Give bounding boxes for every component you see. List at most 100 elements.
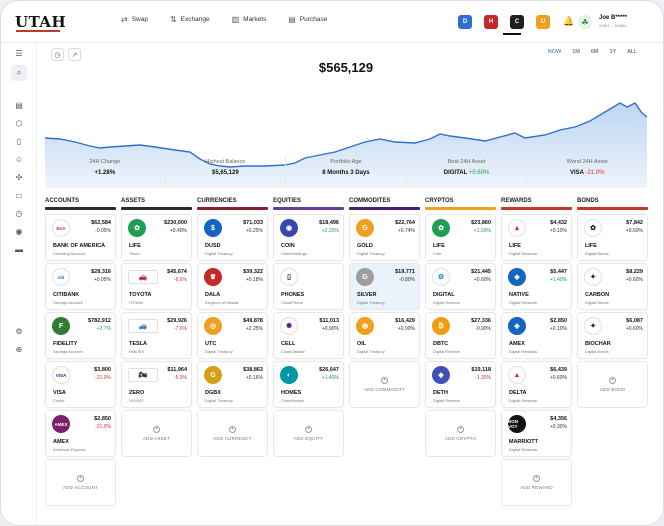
add-equities-button[interactable]: + ADD EQUITY [273, 410, 344, 457]
globe-icon[interactable]: ⊕ [15, 344, 23, 354]
holding-card[interactable]: BoA $62,584 -0.05% BANK OF AMERICA Checking … [45, 214, 116, 261]
holding-card[interactable]: ▲ $4,432 +0.10% LIFE Digital Rewards [501, 214, 572, 261]
holding-card[interactable]: G $22,764 +0.74% GOLD Digital Treasury [349, 214, 420, 261]
network-icon[interactable]: ✣ [15, 172, 23, 182]
balance-chart-line [45, 102, 647, 168]
holding-card[interactable]: AMEX $2,850 -21.0% AMEX American Express [45, 410, 116, 457]
user-avatar[interactable]: ☘ [578, 15, 592, 29]
holding-card[interactable]: 🚙 $29,926 -7.6% TESLA PAB7ES [121, 312, 192, 359]
holding-card[interactable]: 🏍 $11,964 -5.0% ZERO SUV007 [121, 361, 192, 408]
account-switch-c[interactable]: C [510, 15, 524, 29]
user-name[interactable]: Joe B***** [599, 15, 628, 21]
nav-swap[interactable]: ⇄ Swap [121, 15, 148, 24]
nav-purchase[interactable]: ▤ Purchase [288, 15, 327, 24]
range-all[interactable]: ALL [627, 49, 637, 55]
app-logo[interactable]: UTAH [15, 13, 67, 31]
document-icon[interactable]: ▤ [15, 100, 23, 110]
holding-card[interactable]: ◈ $2,850 +0.10% AMEX Digital Rewards [501, 312, 572, 359]
add-currencies-button[interactable]: + ADD CURRENCY [197, 410, 268, 457]
holding-subtitle: Digital Treasury [357, 251, 385, 256]
holding-card[interactable]: ◆ $19,118 -1.30% DETH Digital Reserve [425, 361, 496, 408]
holding-card[interactable]: ✿ $7,842 +0.60% LIFE Digital Bonds [577, 214, 648, 261]
holding-name: TOYOTA [129, 292, 152, 298]
holding-card[interactable]: citi $28,316 +0.05% CITIBANK Savings Account [45, 263, 116, 310]
holding-change: -5.0% [173, 375, 187, 381]
add-rewards-button[interactable]: + ADD REWARD [501, 459, 572, 506]
card-icon[interactable]: ▬ [15, 244, 23, 254]
holding-card[interactable]: G $19,771 -0.80% SILVER Digital Treasury [349, 263, 420, 310]
account-switch-h[interactable]: H [484, 15, 498, 29]
utc-coin-logo: ◎ [204, 317, 222, 335]
holding-change: +0.60% [625, 326, 643, 332]
holding-change: +0.60% [625, 277, 643, 283]
holding-card[interactable]: ✦ $8,229 +0.60% CARBON Digital Bonds [577, 263, 648, 310]
holding-card[interactable]: ▲ $6,439 +0.60% DELTA Digital Rewards [501, 361, 572, 408]
holding-amount: $6,087 [626, 318, 643, 324]
users-icon[interactable]: ☺ [14, 154, 24, 164]
holding-card[interactable]: ♛ $39,322 +0.18% DALA Kingdom of Hawaii [197, 263, 268, 310]
menu-icon[interactable]: ☰ [15, 48, 23, 58]
holding-card[interactable]: BON VOY $4,356 +0.30% MARRIOTT Digital Rewar… [501, 410, 572, 457]
search-icon[interactable]: ⌕ [11, 65, 27, 81]
column-assets: ASSETS ✿ $230,000 +0.40% LIFE Token 🚗 $45,674 -6… [121, 198, 192, 459]
life-bond-logo: ✿ [584, 219, 602, 237]
nav-exchange[interactable]: ⇅ Exchange [170, 15, 210, 24]
column-title: REWARDS [501, 198, 532, 204]
holding-subtitle: Coin [433, 251, 442, 256]
holding-card[interactable]: $ $71,033 +0.25% DUSD Digital Treasury [197, 214, 268, 261]
add-commodites-button[interactable]: + ADD COMMODITY [349, 361, 420, 408]
account-switch-d[interactable]: D [458, 15, 472, 29]
ethereum-logo: ◆ [432, 366, 450, 384]
add-label: ADD CRYPTO [444, 436, 477, 441]
add-cryptos-button[interactable]: + ADD CRYPTO [425, 410, 496, 457]
nav-markets[interactable]: ▥ Markets [232, 15, 267, 24]
holding-card[interactable]: ◍ $16,429 +0.90% OIL Digital Treasury [349, 312, 420, 359]
notification-bell-icon[interactable]: 🔔 [563, 16, 575, 26]
holding-card[interactable]: F $782,912 +2.7% FIDELITY Savings Account [45, 312, 116, 359]
holding-card[interactable]: ₿ $27,336 -0.90% DBTC Digital Reserve [425, 312, 496, 359]
top-bar: UTAH ⇄ Swap ⇅ Exchange ▥ Markets ▤ Purchase … [1, 1, 663, 43]
range-1m[interactable]: 1M [572, 49, 580, 55]
holding-amount: $29,926 [167, 318, 187, 324]
settings-icon[interactable]: ⚙ [15, 326, 23, 336]
holding-card[interactable]: ⚙ $21,445 +0.60% DIGITAL Digital Reserve [425, 263, 496, 310]
holding-subtitle: CloseCellular [281, 349, 305, 354]
holding-card[interactable]: 🚗 $45,674 -6.6% TOYOTA HT0000 [121, 263, 192, 310]
add-bonds-button[interactable]: + ADD BOND [577, 361, 648, 408]
holding-card[interactable]: VISA $3,800 -21.0% VISA Chase [45, 361, 116, 408]
holding-card[interactable]: ✿ $23,860 +1.60% LIFE Coin [425, 214, 496, 261]
stat-label: 24H Change [89, 159, 121, 165]
holding-name: MARRIOTT [509, 439, 539, 445]
holding-card[interactable]: ▯ PHONES ClosePhone [273, 263, 344, 310]
coins-icon[interactable]: ◉ [15, 226, 23, 236]
holding-card[interactable]: ◎ $49,878 +2.25% UTC Digital Treasury [197, 312, 268, 359]
user-wallet-address: 0X8.6 ... 0X860 [599, 23, 627, 28]
chat-icon[interactable]: ▭ [15, 190, 23, 200]
add-assets-button[interactable]: + ADD ASSET [121, 410, 192, 457]
account-switch-u[interactable]: U [536, 15, 550, 29]
add-accounts-button[interactable]: + ADD ACCOUNT [45, 459, 116, 506]
holding-subtitle: Digital Reserve [433, 349, 461, 354]
cube-icon[interactable]: ⬡ [15, 118, 23, 128]
oil-logo: ◍ [356, 317, 374, 335]
holding-amount: $45,674 [167, 269, 187, 275]
holding-card[interactable]: G $38,863 +0.16% DGBX Digital Treasury [197, 361, 268, 408]
holding-card[interactable]: ✦ $6,087 +0.60% BIOCHAR Digital Bonds [577, 312, 648, 359]
range-6m[interactable]: 6M [590, 49, 599, 55]
holding-subtitle: American Express [53, 447, 86, 452]
holding-card[interactable]: ✺ $11,013 +0.90% CELL CloseCellular [273, 312, 344, 359]
holding-card[interactable]: ◉ $18,496 +2.20% COIN CloseHoldings [273, 214, 344, 261]
clock-icon[interactable]: ◷ [15, 208, 23, 218]
holding-card[interactable]: ◐ $26,647 +1.40% HOMES CloseHomes [273, 361, 344, 408]
holding-card[interactable]: ✿ $230,000 +0.40% LIFE Token [121, 214, 192, 261]
history-icon[interactable]: ◷ [51, 48, 64, 61]
plus-icon: + [533, 475, 540, 482]
cell-logo: ✺ [280, 317, 298, 335]
chart-line-icon[interactable]: ↗ [68, 48, 81, 61]
range-1y[interactable]: 1Y [609, 49, 617, 55]
holding-subtitle: Digital Treasury [357, 349, 385, 354]
holding-change: +0.74% [397, 228, 415, 234]
holding-card[interactable]: ◈ $5,447 +1.40% NATIVE Digital Rewards [501, 263, 572, 310]
range-now[interactable]: NOW [547, 49, 562, 55]
file-icon[interactable]: ▯ [16, 136, 22, 146]
